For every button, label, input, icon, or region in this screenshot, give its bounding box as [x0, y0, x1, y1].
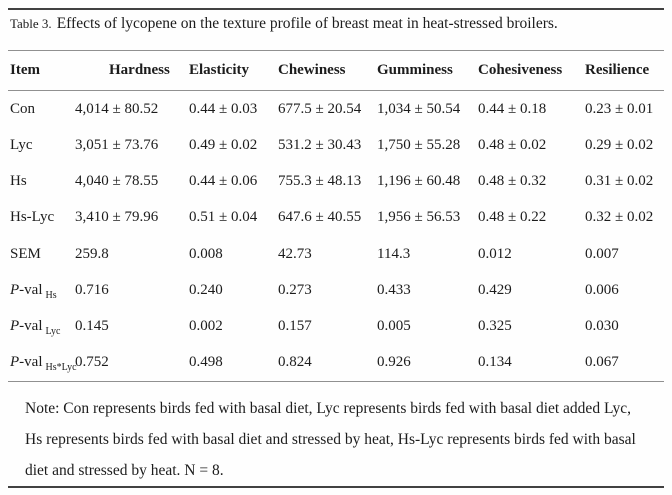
- row-label: P-val Lyc: [10, 318, 61, 338]
- table-number: Table 3.: [10, 16, 52, 31]
- note-line: Hs represents birds fed with basal diet …: [25, 431, 636, 448]
- row-label: Hs: [10, 173, 27, 190]
- table-cell: 0.030: [585, 318, 619, 335]
- table-row: P-val Hs*Lyc 0.752 0.498 0.824 0.926 0.134 0.06…: [8, 345, 664, 381]
- table-cell: 0.498: [189, 354, 223, 371]
- table-cell: 0.067: [585, 354, 619, 371]
- table-cell: 114.3: [377, 245, 411, 262]
- table-cell: 4,014 ± 80.52: [75, 100, 159, 117]
- row-label: SEM: [10, 245, 41, 262]
- table-cell: 0.29 ± 0.02: [585, 136, 654, 153]
- row-label: Hs-Lyc: [10, 209, 55, 226]
- bottom-rule: [8, 486, 664, 488]
- table-cell: 0.824: [278, 354, 312, 371]
- table-cell: 0.008: [189, 245, 223, 262]
- row-label-subscript: Lyc: [45, 326, 61, 338]
- caption-divider-rule: [8, 50, 664, 51]
- column-header-hardness: Hardness: [109, 62, 170, 78]
- table-cell: 677.5 ± 20.54: [278, 100, 362, 117]
- row-label-subscript: Hs: [45, 289, 57, 301]
- row-label: Con: [10, 100, 36, 117]
- column-header-item: Item: [10, 62, 40, 78]
- table-title: Effects of lycopene on the texture profi…: [56, 15, 558, 32]
- table-row: Hs-Lyc 3,410 ± 79.96 0.51 ± 0.04 647.6 ± 40…: [8, 200, 664, 236]
- table-cell: 0.926: [377, 354, 411, 371]
- table-row: Lyc 3,051 ± 73.76 0.49 ± 0.02 531.2 ± 30.43…: [8, 127, 664, 163]
- top-rule: [8, 8, 664, 10]
- table-cell: 0.273: [278, 281, 312, 298]
- column-header-cohesiveness: Cohesiveness: [478, 62, 563, 78]
- table-cell: 3,051 ± 73.76: [75, 136, 159, 153]
- table-cell: 0.48 ± 0.32: [478, 173, 547, 190]
- table-caption: Table 3. Effects of lycopene on the text…: [8, 10, 664, 50]
- table-row: SEM 259.8 0.008 42.73 114.3 0.012 0.007: [8, 236, 664, 272]
- column-header-elasticity: Elasticity: [189, 62, 249, 78]
- table-cell: 0.325: [478, 318, 512, 335]
- row-label: P-val Hs*Lyc: [10, 354, 77, 374]
- table-cell: 0.752: [75, 354, 109, 371]
- table-cell: 0.006: [585, 281, 619, 298]
- table-body: Con 4,014 ± 80.52 0.44 ± 0.03 677.5 ± 20.54…: [8, 91, 664, 381]
- row-label: P-val Hs: [10, 281, 57, 301]
- table-cell: 647.6 ± 40.55: [278, 209, 362, 226]
- table-cell: 259.8: [75, 245, 109, 262]
- table-cell: 42.73: [278, 245, 312, 262]
- table-cell: 3,410 ± 79.96: [75, 209, 159, 226]
- column-header-chewiness: Chewiness: [278, 62, 346, 78]
- table-cell: 0.005: [377, 318, 411, 335]
- table-cell: 0.31 ± 0.02: [585, 173, 654, 190]
- table-cell: 0.429: [478, 281, 512, 298]
- table-cell: 0.716: [75, 281, 109, 298]
- table-cell: 0.012: [478, 245, 512, 262]
- row-label-subscript: Hs*Lyc: [45, 362, 77, 374]
- table-cell: 1,956 ± 56.53: [377, 209, 461, 226]
- table-row: P-val Hs 0.716 0.240 0.273 0.433 0.429 0.006: [8, 272, 664, 308]
- table-cell: 0.44 ± 0.18: [478, 100, 547, 117]
- table-cell: 4,040 ± 78.55: [75, 173, 159, 190]
- note-line: diet and stressed by heat. N = 8.: [25, 462, 224, 479]
- table-row: P-val Lyc 0.145 0.002 0.157 0.005 0.325 0.030: [8, 309, 664, 345]
- table-cell: 531.2 ± 30.43: [278, 136, 362, 153]
- note-line: Note: Con represents birds fed with basa…: [25, 400, 632, 417]
- table-cell: 0.134: [478, 354, 512, 371]
- table-cell: 0.007: [585, 245, 619, 262]
- table-cell: 755.3 ± 48.13: [278, 173, 362, 190]
- table-cell: 0.145: [75, 318, 109, 335]
- row-label: Lyc: [10, 136, 33, 153]
- table-cell: 0.002: [189, 318, 223, 335]
- table-cell: 0.240: [189, 281, 223, 298]
- table-cell: 1,196 ± 60.48: [377, 173, 461, 190]
- header-divider-rule: [8, 90, 664, 91]
- table-cell: 0.48 ± 0.22: [478, 209, 547, 226]
- table-cell: 0.157: [278, 318, 312, 335]
- table-cell: 0.433: [377, 281, 411, 298]
- table-cell: 0.49 ± 0.02: [189, 136, 258, 153]
- table-cell: 0.32 ± 0.02: [585, 209, 654, 226]
- table-note: Note: Con represents birds fed with basa…: [8, 382, 664, 486]
- table-cell: 0.44 ± 0.03: [189, 100, 258, 117]
- column-header-gumminess: Gumminess: [377, 62, 453, 78]
- body-divider-rule: [8, 381, 664, 382]
- table-header-row: Item Hardness Elasticity Chewiness Gumminess…: [8, 51, 664, 90]
- table-row: Hs 4,040 ± 78.55 0.44 ± 0.06 755.3 ± 48.13 1…: [8, 164, 664, 200]
- table-row: Con 4,014 ± 80.52 0.44 ± 0.03 677.5 ± 20.54…: [8, 91, 664, 127]
- column-header-resilience: Resilience: [585, 62, 650, 78]
- table-cell: 0.44 ± 0.06: [189, 173, 258, 190]
- table-cell: 0.48 ± 0.02: [478, 136, 547, 153]
- table-cell: 1,750 ± 55.28: [377, 136, 461, 153]
- table-cell: 0.51 ± 0.04: [189, 209, 258, 226]
- table-cell: 1,034 ± 50.54: [377, 100, 461, 117]
- table-cell: 0.23 ± 0.01: [585, 100, 654, 117]
